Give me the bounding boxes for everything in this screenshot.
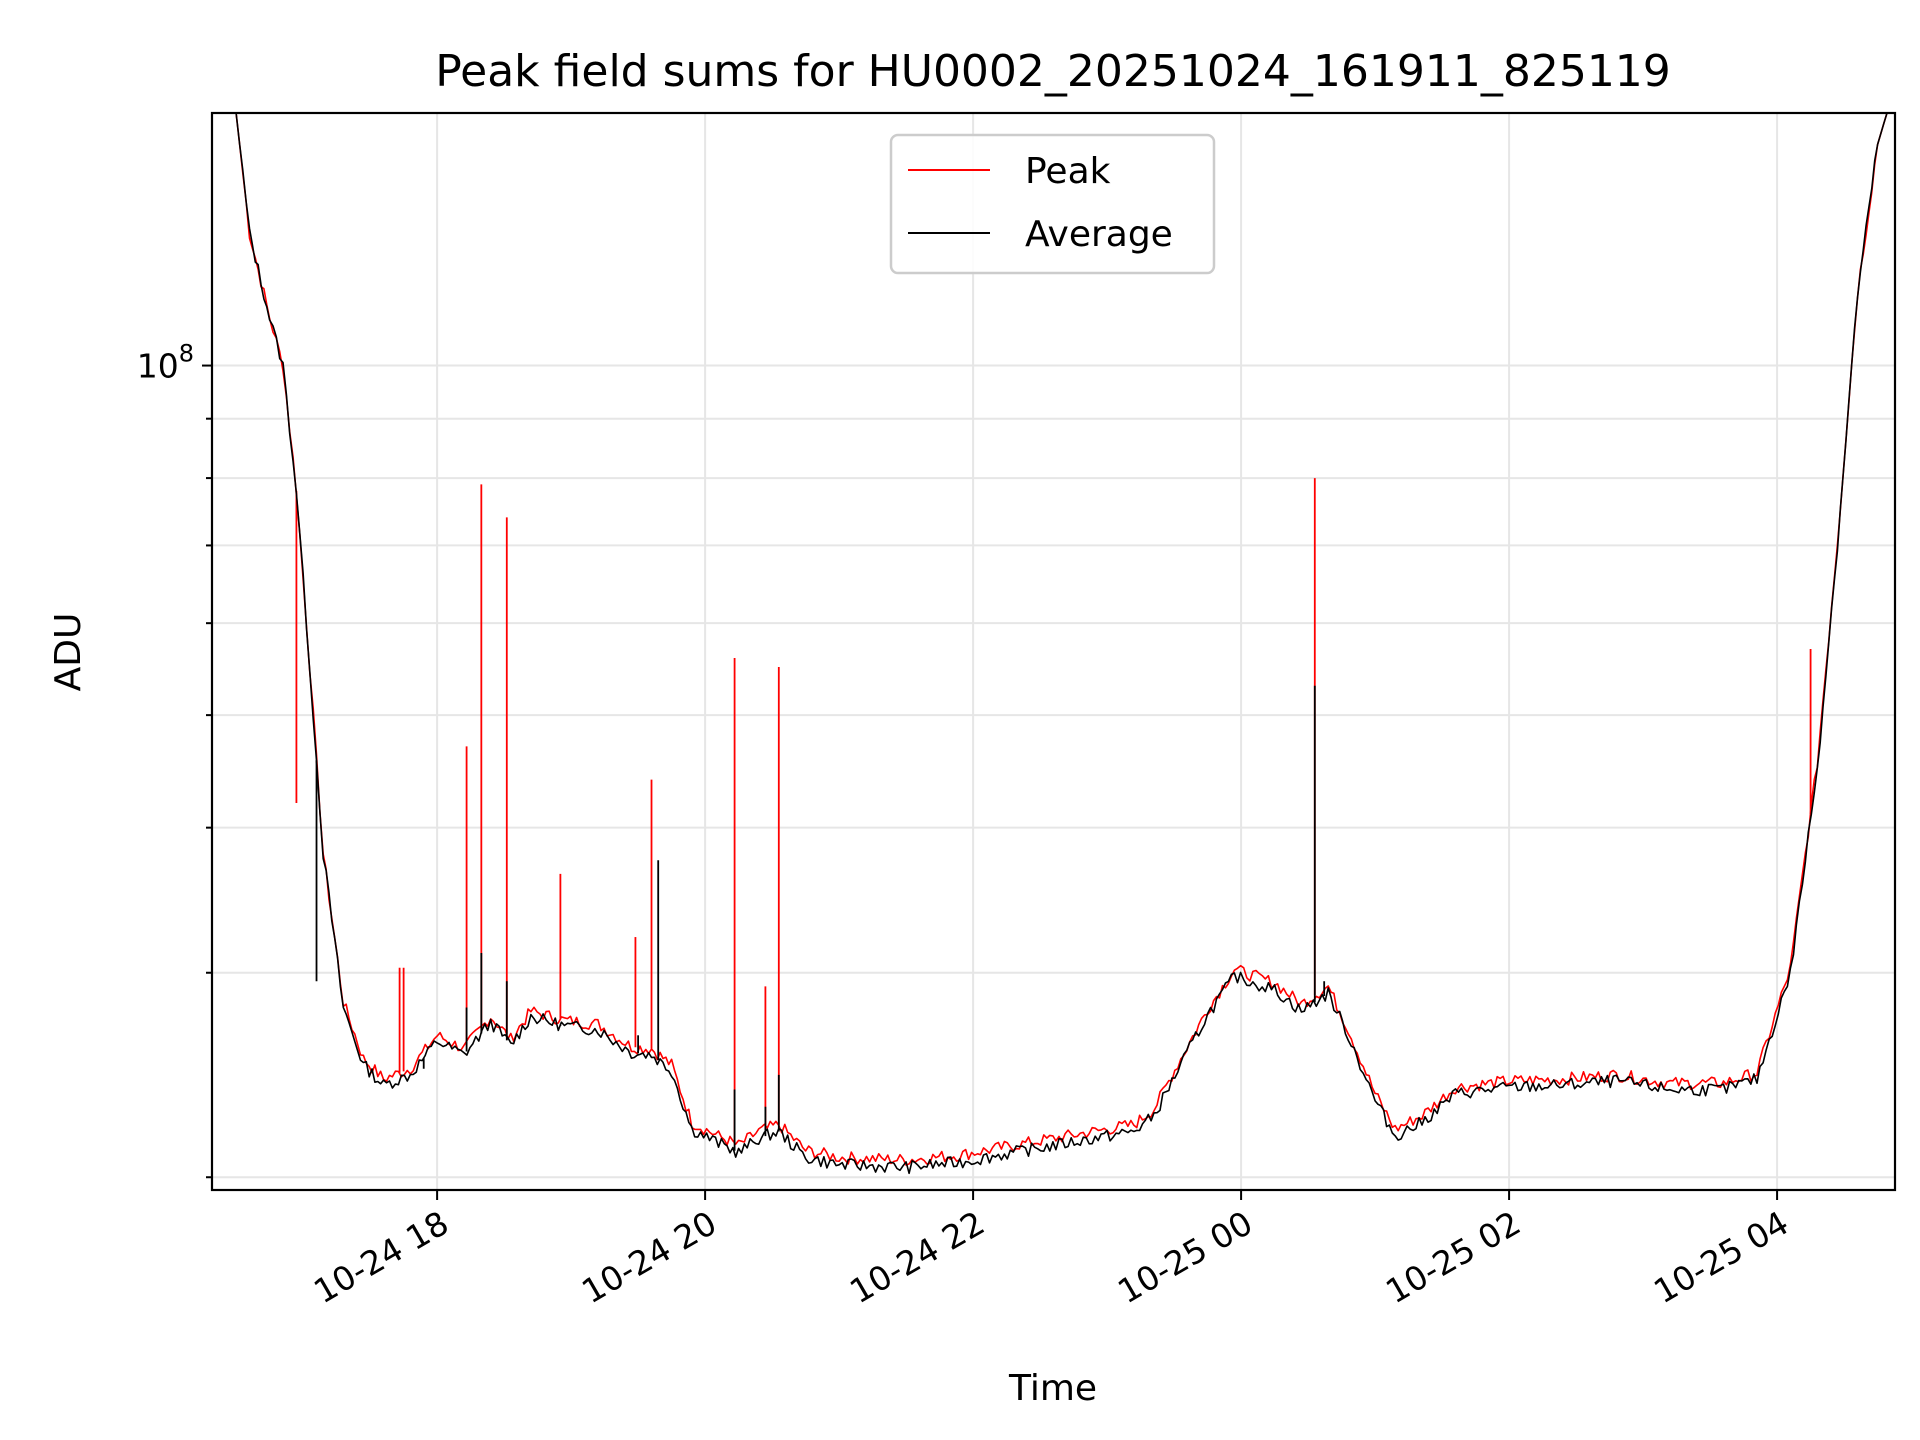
legend-label-average: Average — [1025, 214, 1173, 255]
legend: Peak Average — [889, 133, 1216, 275]
grid — [212, 113, 1895, 1190]
x-axis-label: Time — [1008, 1368, 1097, 1409]
series-line-average — [212, 112, 1895, 1175]
y-tick-label: 108 — [137, 340, 194, 386]
series-line-peak — [212, 112, 1895, 1166]
series-layer — [212, 112, 1895, 1175]
plot-frame — [210, 111, 1897, 1192]
y-axis-label: ADU — [48, 613, 89, 692]
legend-label-peak: Peak — [1025, 151, 1111, 192]
series-average — [212, 112, 1895, 1175]
chart-title: Peak field sums for HU0002_20251024_1619… — [435, 46, 1671, 97]
